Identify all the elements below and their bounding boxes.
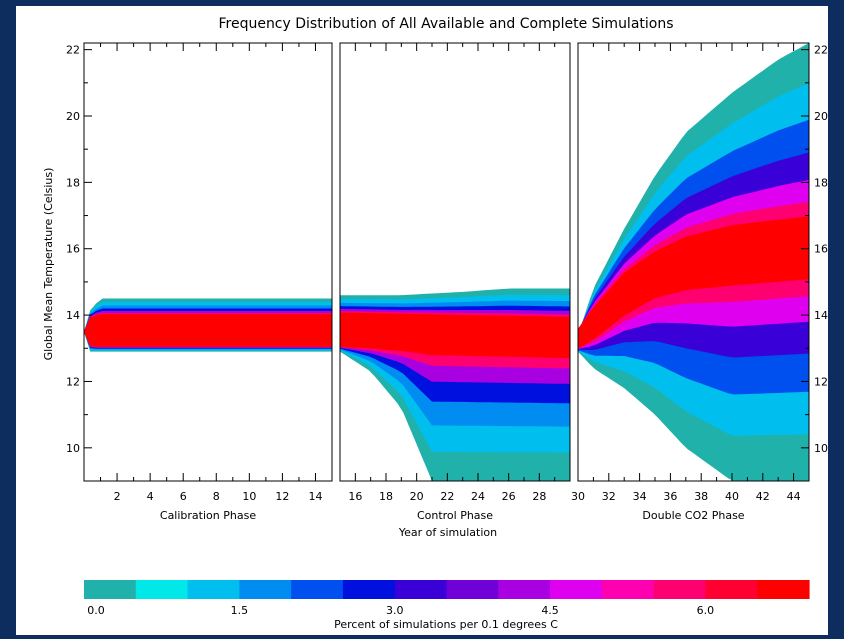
colorbar-swatch <box>84 580 137 599</box>
colorbar-swatch <box>498 580 551 599</box>
panel-3-label: Double CO2 Phase <box>642 509 744 522</box>
colorbar-swatch <box>291 580 344 599</box>
colorbar-tick-label: 1.5 <box>231 604 249 617</box>
x-tick-label: 18 <box>379 490 393 503</box>
x-tick-label: 38 <box>694 490 708 503</box>
panel-3-density-band-7 <box>578 216 809 349</box>
x-tick-label: 16 <box>348 490 362 503</box>
colorbar-swatch <box>446 580 499 599</box>
x-tick-label: 36 <box>663 490 677 503</box>
y-tick-label-left: 22 <box>66 44 80 57</box>
x-tick-label: 40 <box>725 490 739 503</box>
x-tick-label: 14 <box>308 490 322 503</box>
colorbar-swatch <box>239 580 292 599</box>
x-tick-label: 44 <box>787 490 801 503</box>
frequency-distribution-chart: Frequency Distribution of All Available … <box>42 16 828 631</box>
y-axis-label: Global Mean Temperature (Celsius) <box>42 168 55 361</box>
x-tick-label: 8 <box>213 490 220 503</box>
colorbar-swatch <box>342 580 396 599</box>
x-tick-label: 6 <box>180 490 187 503</box>
panel-1-label: Calibration Phase <box>160 509 256 522</box>
y-tick-label-left: 12 <box>66 375 80 388</box>
colorbar-swatch <box>187 580 240 599</box>
panel-1-frame <box>83 42 333 482</box>
colorbar-tick-label: 4.5 <box>541 604 559 617</box>
y-tick-label-left: 18 <box>66 176 80 189</box>
y-tick-label-right: 10 <box>814 442 828 455</box>
y-tick-label-left: 10 <box>66 442 80 455</box>
x-tick-label: 34 <box>633 490 647 503</box>
y-tick-label-right: 22 <box>814 44 828 57</box>
x-tick-label: 22 <box>440 490 454 503</box>
y-tick-label-right: 20 <box>814 110 828 123</box>
x-tick-label: 2 <box>114 490 121 503</box>
panel-3-frame <box>577 42 810 482</box>
colorbar-swatch <box>394 580 448 599</box>
x-tick-label: 32 <box>602 490 616 503</box>
x-tick-label: 20 <box>410 490 424 503</box>
y-tick-label-left: 20 <box>66 110 80 123</box>
colorbar-tick-label: 3.0 <box>386 604 404 617</box>
chart-frame: Frequency Distribution of All Available … <box>16 6 828 635</box>
colorbar-tick-label: 6.0 <box>697 604 715 617</box>
x-tick-label: 30 <box>571 490 585 503</box>
colorbar-label: Percent of simulations per 0.1 degrees C <box>334 618 558 631</box>
colorbar-swatch <box>705 580 758 599</box>
y-tick-label-left: 16 <box>66 243 80 256</box>
colorbar-swatch <box>601 580 655 599</box>
panel-1-density-band-7 <box>84 314 332 347</box>
x-tick-label: 4 <box>147 490 154 503</box>
y-tick-label-right: 18 <box>814 176 828 189</box>
x-tick-label: 12 <box>275 490 289 503</box>
y-tick-label-left: 14 <box>66 309 80 322</box>
colorbar-swatch <box>757 580 810 599</box>
panel-2-frame <box>339 42 571 482</box>
x-tick-label: 28 <box>532 490 546 503</box>
colorbar-tick-label: 0.0 <box>87 604 105 617</box>
x-tick-label: 42 <box>756 490 770 503</box>
y-tick-label-right: 14 <box>814 309 828 322</box>
colorbar-swatch <box>135 580 189 599</box>
x-tick-label: 24 <box>471 490 485 503</box>
x-tick-label: 26 <box>502 490 516 503</box>
colorbar-swatch <box>550 580 603 599</box>
y-tick-label-right: 12 <box>814 375 828 388</box>
x-tick-label: 10 <box>242 490 256 503</box>
colorbar-swatch <box>653 580 707 599</box>
x-axis-label: Year of simulation <box>398 526 497 539</box>
y-tick-label-right: 16 <box>814 243 828 256</box>
panel-2-density-band-7 <box>340 312 570 359</box>
panel-2-label: Control Phase <box>417 509 493 522</box>
chart-title: Frequency Distribution of All Available … <box>218 16 673 32</box>
